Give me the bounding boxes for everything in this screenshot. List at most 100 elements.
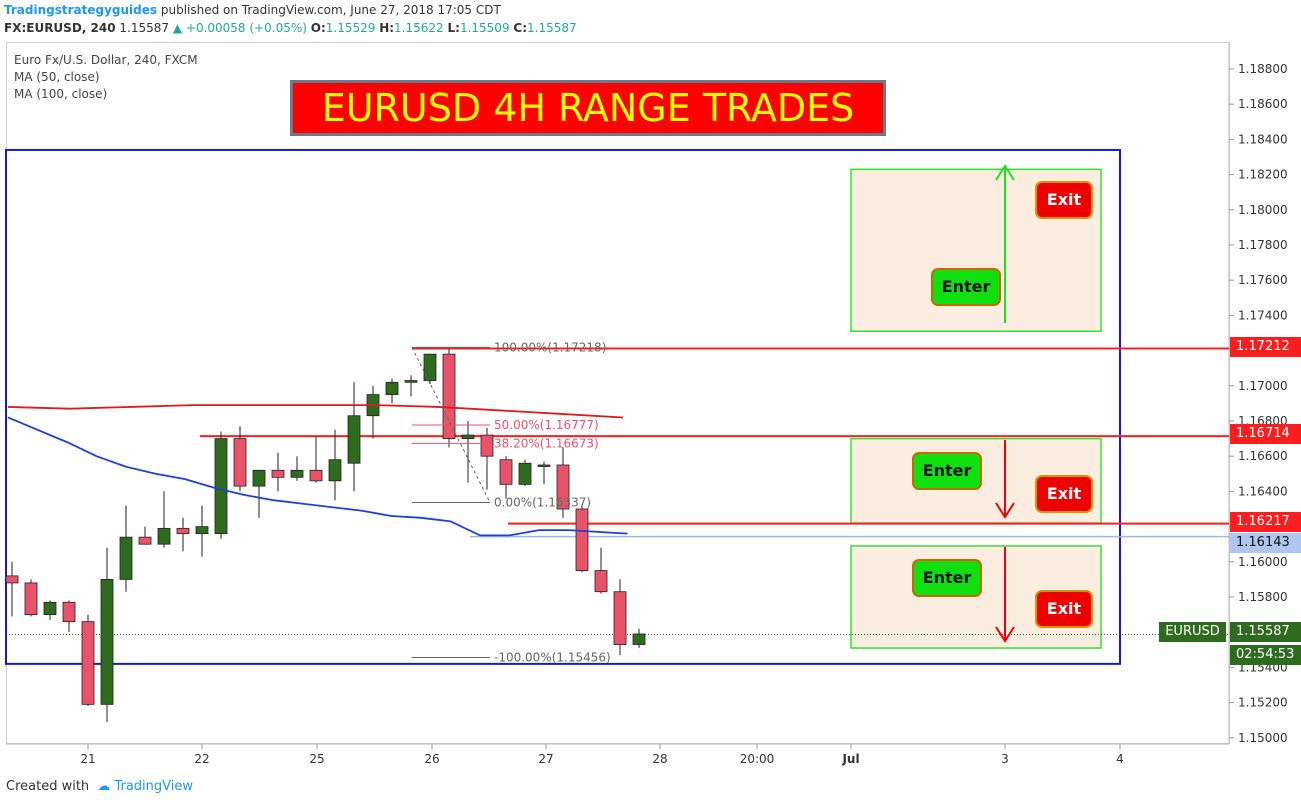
- long-target-arrow-head: [995, 164, 1015, 181]
- publish-header: Tradingstrategyguides published on Tradi…: [4, 3, 501, 17]
- candle-body: [100, 579, 114, 705]
- y-tick-label: 1.16400: [1238, 484, 1288, 498]
- candle-body: [594, 570, 608, 593]
- tradingview-logo-icon[interactable]: ☁ TradingView: [97, 779, 193, 794]
- author-link[interactable]: Tradingstrategyguides: [4, 3, 158, 17]
- candle-body: [119, 536, 133, 580]
- candle-body: [138, 536, 152, 545]
- candle-body: [233, 438, 247, 487]
- exit-callout-3: Exit: [1035, 590, 1093, 628]
- short-target-arrow-2-head: [995, 626, 1015, 643]
- publish-info: published on TradingView.com, June 27, 2…: [160, 3, 501, 17]
- x-tick-label: 4: [1116, 752, 1124, 766]
- x-tick-label: 3: [1001, 752, 1009, 766]
- candle-body: [271, 469, 285, 478]
- candle-body: [385, 381, 399, 395]
- y-tick-label: 1.16600: [1238, 449, 1288, 463]
- ma-level-tag: 1.16143: [1230, 533, 1301, 553]
- fib-level-label: 50.00%(1.16777): [494, 418, 599, 432]
- candle-body: [537, 464, 551, 467]
- exit-callout-2: Exit: [1035, 475, 1093, 513]
- candle-body: [613, 591, 627, 645]
- candle-body: [404, 380, 418, 383]
- candle-body: [461, 434, 475, 439]
- level-tag-2: 1.16714: [1230, 424, 1301, 444]
- candle-body: [423, 353, 437, 381]
- y-tick-label: 1.17400: [1238, 308, 1288, 322]
- instrument-legend: Euro Fx/U.S. Dollar, 240, FXCM MA (50, c…: [14, 52, 198, 103]
- high-value: 1.15622: [394, 21, 444, 35]
- candle-body: [252, 469, 266, 487]
- candle-body: [62, 601, 76, 623]
- x-tick-label: 26: [424, 752, 439, 766]
- range-box: [5, 148, 1121, 665]
- price-change: ▲ +0.00058 (+0.05%): [172, 21, 307, 35]
- symbol-tag: EURUSD: [1159, 622, 1226, 642]
- fib-level-label: -100.00%(1.15456): [494, 651, 611, 665]
- level-tag-3: 1.16217: [1230, 512, 1301, 532]
- y-tick-label: 1.17000: [1238, 379, 1288, 393]
- instrument-name: Euro Fx/U.S. Dollar, 240, FXCM: [14, 53, 198, 67]
- enter-callout-2: Enter: [912, 452, 982, 490]
- close-value: 1.15587: [527, 21, 577, 35]
- close-label: C:: [513, 21, 528, 35]
- high-label: H:: [379, 21, 395, 35]
- fib-level-label: 100.00%(1.17218): [494, 340, 606, 354]
- y-tick-label: 1.18400: [1238, 132, 1288, 146]
- candle-body: [632, 633, 646, 645]
- candle-body: [176, 527, 190, 535]
- low-label: L:: [447, 21, 460, 35]
- candle-body: [290, 469, 304, 478]
- x-tick-label: 28: [652, 752, 667, 766]
- y-tick-label: 1.15200: [1238, 696, 1288, 710]
- candle-body: [442, 353, 456, 439]
- candle-body: [81, 621, 95, 705]
- created-with: Created with: [6, 779, 90, 794]
- candle-body: [24, 582, 38, 615]
- x-tick-label: 27: [538, 752, 553, 766]
- x-tick-label: 25: [309, 752, 324, 766]
- y-tick-label: 1.15800: [1238, 590, 1288, 604]
- candle-body: [556, 464, 570, 510]
- exit-callout-1: Exit: [1035, 181, 1093, 219]
- x-tick-label: 21: [80, 752, 95, 766]
- symbol-label: FX:EURUSD, 240: [4, 21, 116, 35]
- x-tick-label: 22: [194, 752, 209, 766]
- countdown-tag: 02:54:53: [1230, 645, 1301, 665]
- y-tick-label: 1.17800: [1238, 238, 1288, 252]
- last-price-tag: 1.15587: [1230, 622, 1301, 642]
- candle-body: [499, 459, 513, 485]
- ma50-legend: MA (50, close): [14, 70, 100, 84]
- tradingview-link[interactable]: TradingView: [114, 779, 193, 794]
- x-tick-label: 20:00: [740, 752, 775, 766]
- candle-body: [157, 527, 171, 545]
- low-value: 1.15509: [459, 21, 510, 35]
- candle-body: [480, 434, 494, 457]
- candle-body: [5, 575, 19, 584]
- y-tick-label: 1.18800: [1238, 62, 1288, 76]
- candle-body: [309, 469, 323, 482]
- y-tick-label: 1.18600: [1238, 97, 1288, 111]
- ma100-legend: MA (100, close): [14, 87, 108, 101]
- y-tick-label: 1.16000: [1238, 555, 1288, 569]
- open-label: O:: [310, 21, 326, 35]
- x-tick-label: Jul: [841, 752, 859, 766]
- y-tick-label: 1.15000: [1238, 731, 1288, 745]
- level-tag-1: 1.17212: [1230, 337, 1301, 357]
- enter-callout-1: Enter: [931, 268, 1001, 306]
- fib-level-label: 0.00%(1.16337): [494, 495, 591, 509]
- enter-callout-3: Enter: [912, 559, 982, 597]
- chart-title-banner: EURUSD 4H RANGE TRADES: [290, 80, 886, 136]
- candle-body: [328, 459, 342, 482]
- last-price: 1.15587: [119, 21, 170, 35]
- candle-body: [195, 526, 209, 535]
- ma100-line: [7, 404, 624, 419]
- candle-body: [518, 462, 532, 485]
- fib-trend-line: [411, 347, 491, 503]
- candle-body: [575, 508, 589, 571]
- candle-body: [214, 438, 228, 535]
- fib-level-label: 38.20%(1.16673): [494, 436, 599, 450]
- open-value: 1.15529: [325, 21, 376, 35]
- short-target-arrow-1-head: [995, 502, 1015, 519]
